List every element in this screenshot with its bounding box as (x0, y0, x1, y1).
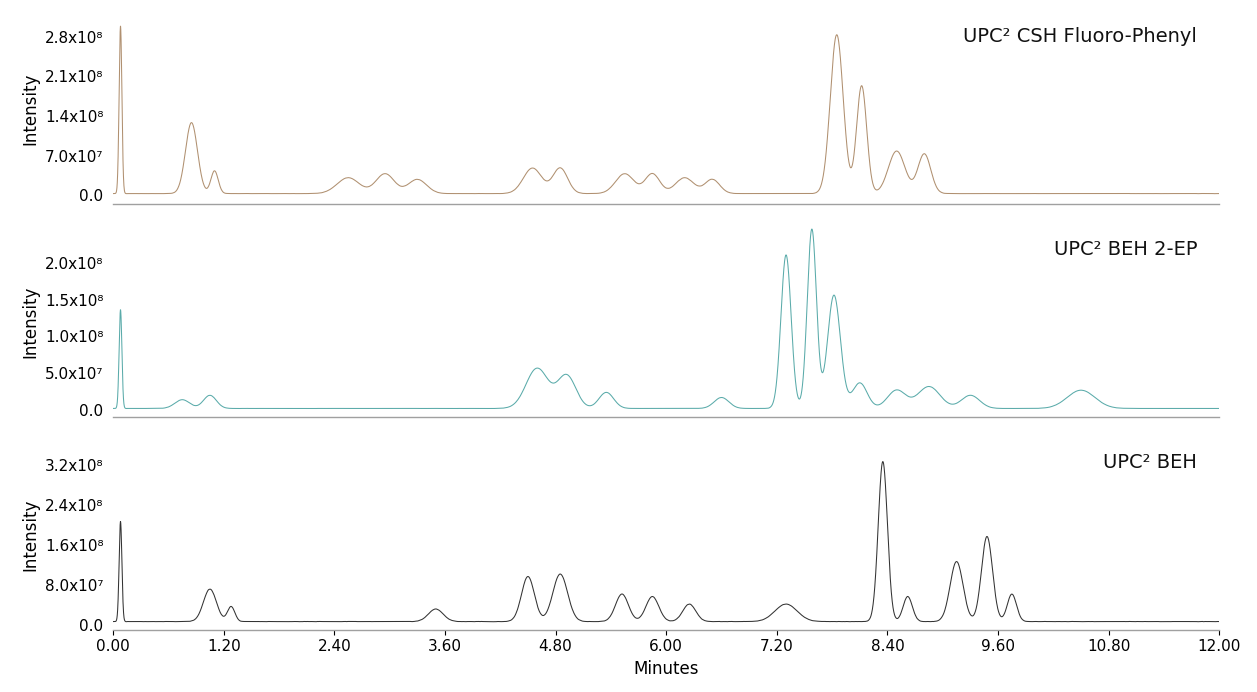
Text: UPC² BEH 2-EP: UPC² BEH 2-EP (1053, 240, 1197, 259)
Y-axis label: Intensity: Intensity (21, 286, 39, 358)
Y-axis label: Intensity: Intensity (21, 73, 39, 145)
Text: UPC² CSH Fluoro-Phenyl: UPC² CSH Fluoro-Phenyl (963, 27, 1197, 46)
X-axis label: Minutes: Minutes (634, 660, 699, 678)
Text: UPC² BEH: UPC² BEH (1104, 453, 1197, 472)
Y-axis label: Intensity: Intensity (21, 498, 39, 571)
